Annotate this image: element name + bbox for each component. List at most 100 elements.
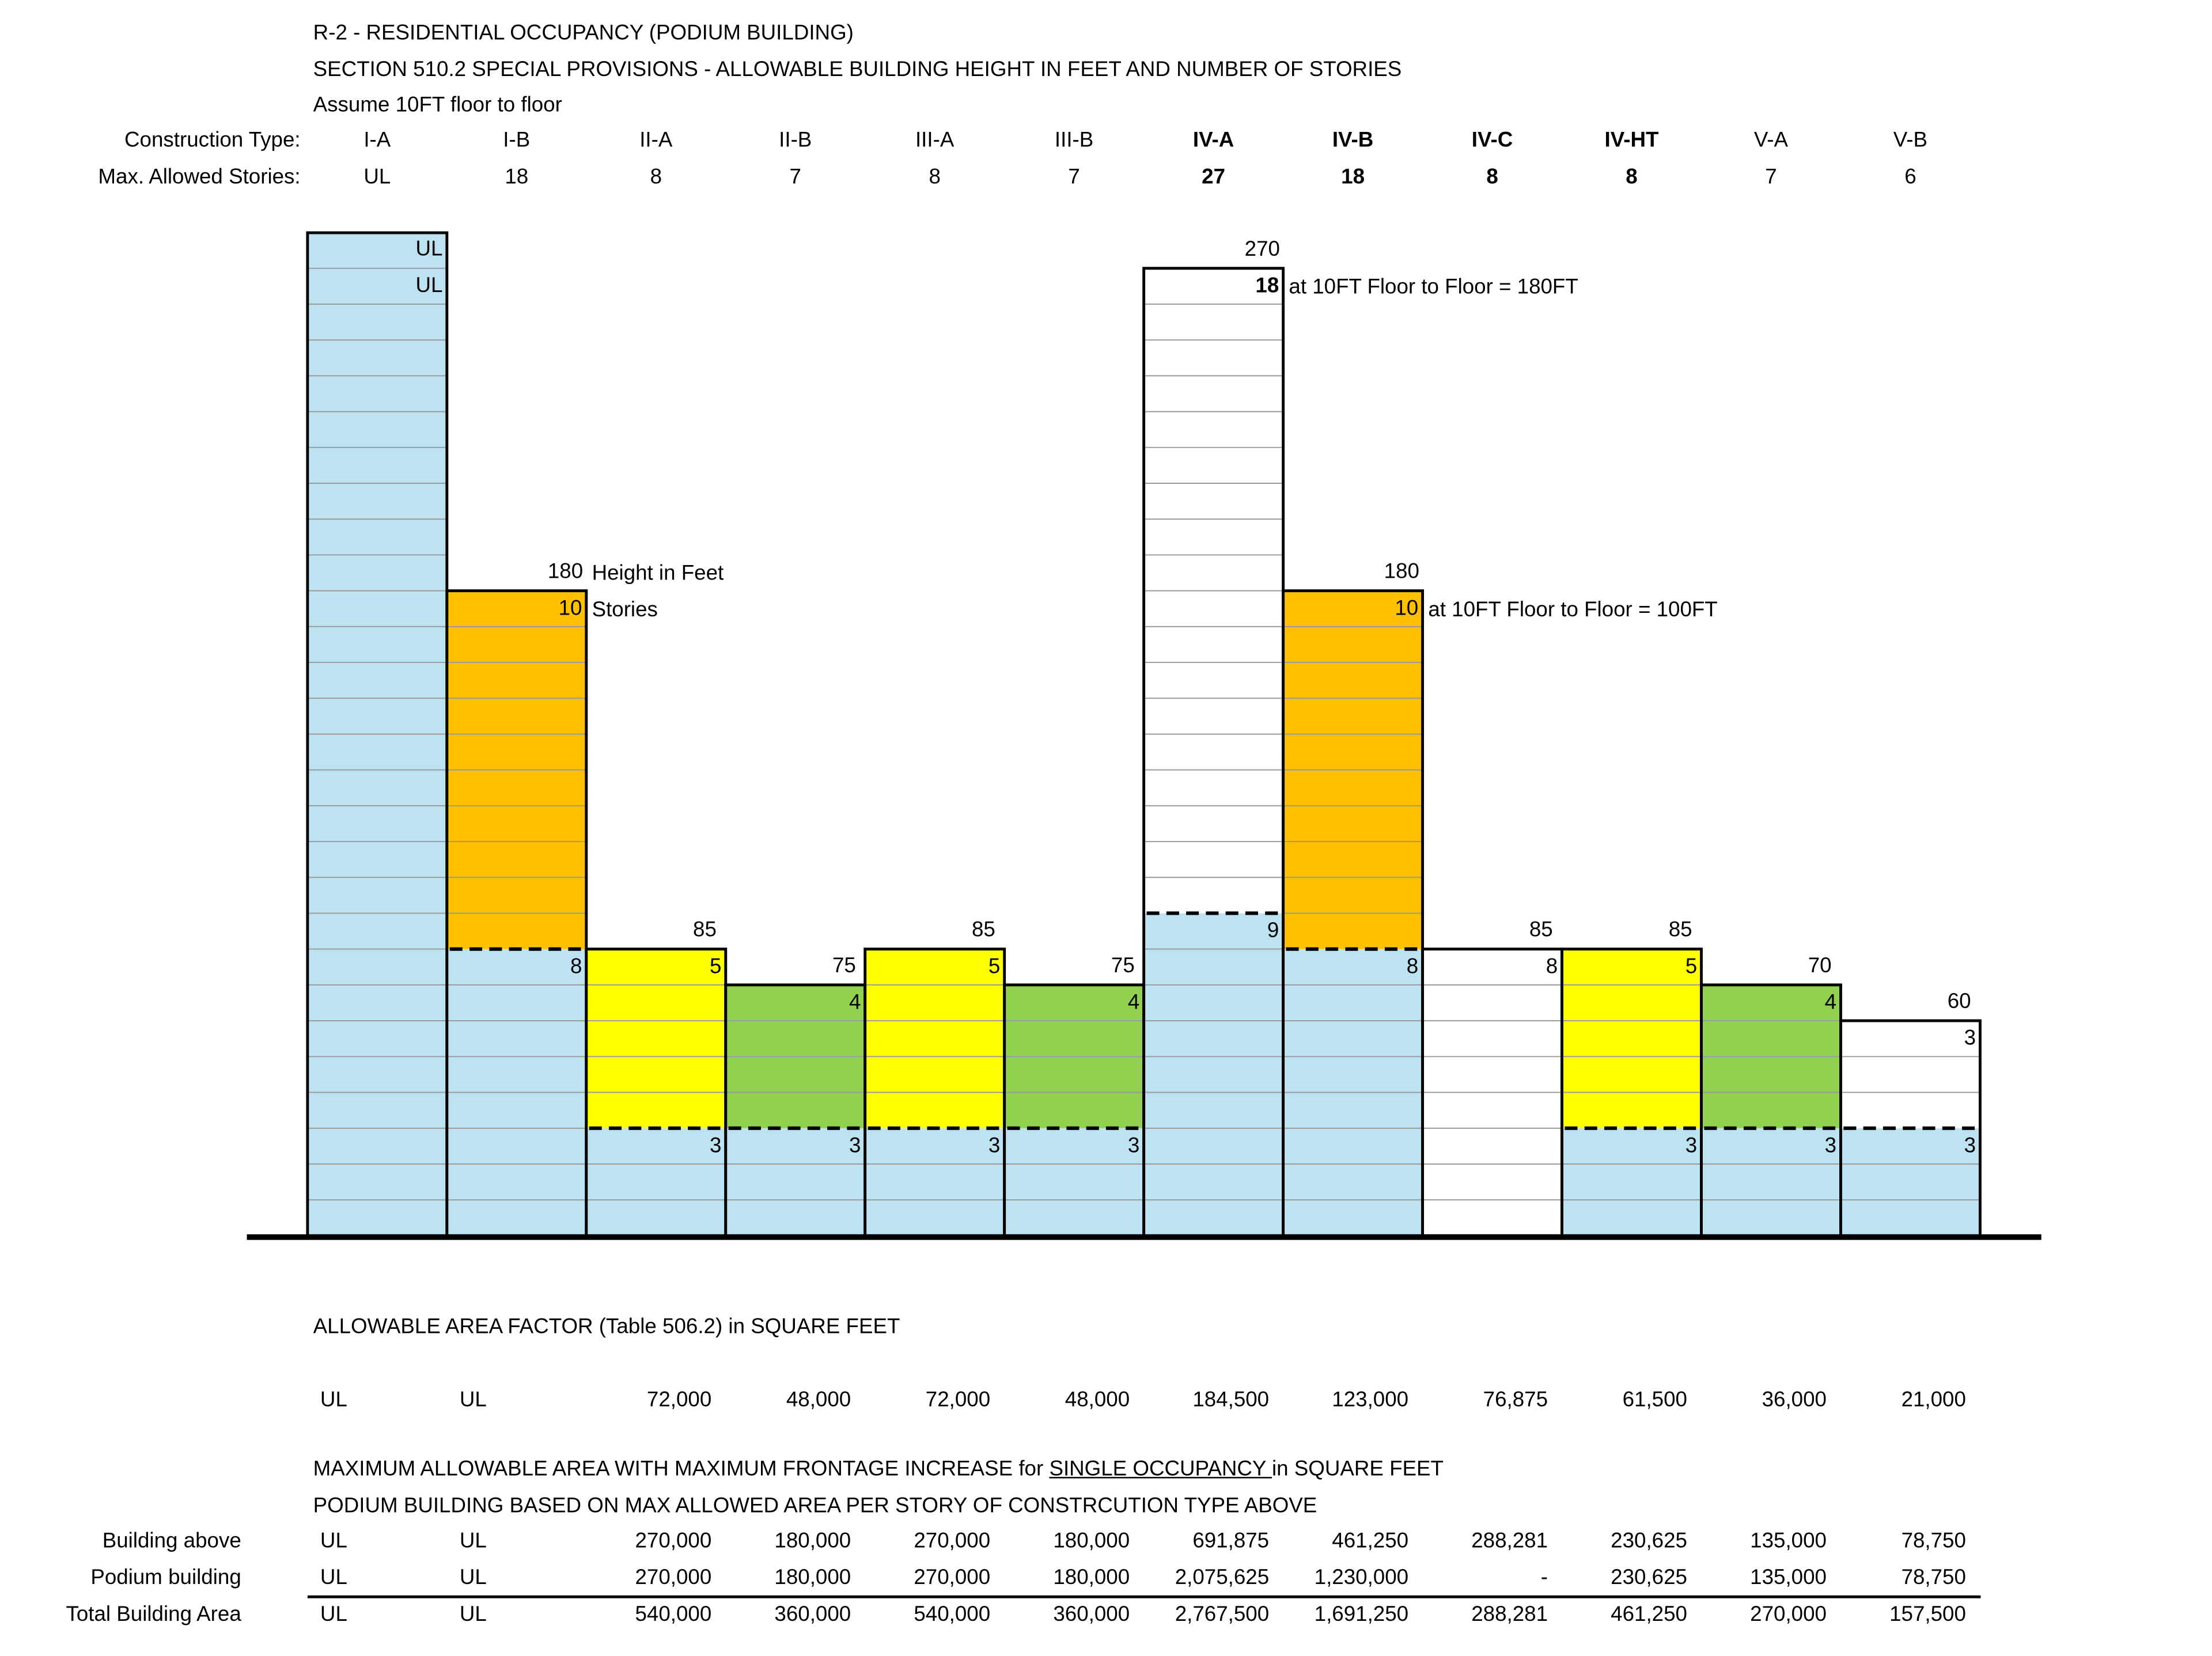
max-stories-i-b: 18 xyxy=(505,165,529,190)
area-factor-title: ALLOWABLE AREA FACTOR (Table 506.2) in S… xyxy=(313,1314,900,1339)
podium-building-v-a: 135,000 xyxy=(1750,1566,1827,1590)
height-label-ii-b: 75 xyxy=(832,953,856,977)
height-label-iv-a: 270 xyxy=(1245,237,1280,260)
area-factor-v-a: 36,000 xyxy=(1762,1388,1827,1412)
podium-label-ii-a: 3 xyxy=(710,1133,721,1157)
area-row-label: Building above xyxy=(102,1529,241,1553)
area-factor-iv-a: 184,500 xyxy=(1192,1388,1270,1412)
upper-bar-ii-a xyxy=(586,949,726,1128)
podium-label-v-a: 3 xyxy=(1825,1133,1836,1157)
total-building-area-iii-b: 360,000 xyxy=(1053,1602,1130,1627)
podium-building-iv-a: 2,075,625 xyxy=(1175,1566,1270,1590)
total-building-area-iv-ht: 461,250 xyxy=(1611,1602,1688,1627)
construction-type-ii-a: II-A xyxy=(639,128,673,153)
max-stories-iv-c: 8 xyxy=(1486,165,1498,190)
max-stories-v-b: 6 xyxy=(1904,165,1916,190)
height-label-ii-a: 85 xyxy=(693,918,717,941)
max-stories-iv-ht: 8 xyxy=(1626,165,1638,190)
construction-type-ii-b: II-B xyxy=(779,128,812,153)
total-building-area-i-a: UL xyxy=(320,1602,347,1627)
total-building-area-iv-a: 2,767,500 xyxy=(1175,1602,1270,1627)
height-label-i-a: UL xyxy=(416,236,443,260)
annotation-ivb-note: at 10FT Floor to Floor = 100FT xyxy=(1428,597,1717,621)
max-stories-iv-a: 27 xyxy=(1202,165,1226,190)
building-above-iii-b: 180,000 xyxy=(1053,1529,1130,1553)
podium-bar-iv-a xyxy=(1143,913,1283,1236)
total-building-area-ii-a: 540,000 xyxy=(635,1602,712,1627)
building-above-iv-b: 461,250 xyxy=(1332,1529,1409,1553)
podium-bar-iv-ht xyxy=(1562,1128,1702,1236)
stories-label-v-b: 3 xyxy=(1964,1026,1976,1049)
podium-label-iii-b: 3 xyxy=(1128,1133,1139,1157)
area-factor-i-a: UL xyxy=(320,1388,347,1412)
annotation-iva-note: at 10FT Floor to Floor = 180FT xyxy=(1289,274,1578,298)
construction-type-iii-b: III-B xyxy=(1054,128,1094,153)
construction-type-i-a: I-A xyxy=(363,128,391,153)
podium-bar-ii-a xyxy=(586,1128,726,1236)
area-factor-iv-c: 76,875 xyxy=(1483,1388,1548,1412)
podium-building-iv-ht: 230,625 xyxy=(1611,1566,1688,1590)
upper-bar-iii-a xyxy=(865,949,1005,1128)
building-above-iv-c: 288,281 xyxy=(1471,1529,1548,1553)
height-label-v-b: 60 xyxy=(1948,989,1971,1013)
area-factor-iv-ht: 61,500 xyxy=(1622,1388,1688,1412)
max-stories-iv-b: 18 xyxy=(1341,165,1365,190)
area-factor-v-b: 21,000 xyxy=(1901,1388,1966,1412)
stories-label-iii-b: 4 xyxy=(1128,990,1139,1014)
podium-building-iii-b: 180,000 xyxy=(1053,1566,1130,1590)
building-above-ii-a: 270,000 xyxy=(635,1529,712,1553)
height-label-iii-a: 85 xyxy=(972,918,995,941)
area-factor-iii-a: 72,000 xyxy=(925,1388,991,1412)
podium-bar-iii-a xyxy=(865,1128,1005,1236)
height-label-iii-b: 75 xyxy=(1111,953,1135,977)
max-area-subtitle: PODIUM BUILDING BASED ON MAX ALLOWED ARE… xyxy=(313,1494,1317,1518)
max-stories-iii-b: 7 xyxy=(1068,165,1080,190)
podium-building-iv-c: - xyxy=(1540,1566,1548,1590)
podium-bar-ii-b xyxy=(725,1128,865,1236)
construction-type-i-b: I-B xyxy=(503,128,531,153)
max-area-title-underlined: SINGLE OCCUPANCY xyxy=(1049,1457,1272,1481)
height-label-v-a: 70 xyxy=(1808,953,1832,977)
upper-bar-v-b xyxy=(1840,1021,1980,1128)
total-building-area-v-b: 157,500 xyxy=(1889,1602,1966,1627)
podium-bar-v-b xyxy=(1840,1128,1980,1236)
construction-type-iii-a: III-A xyxy=(915,128,955,153)
stories-label-iv-a: 18 xyxy=(1255,273,1279,297)
building-above-iii-a: 270,000 xyxy=(914,1529,991,1553)
stories-label-i-a: UL xyxy=(416,273,443,297)
area-factor-iii-b: 48,000 xyxy=(1065,1388,1130,1412)
building-above-i-a: UL xyxy=(320,1529,347,1553)
area-row-label: Total Building Area xyxy=(66,1602,241,1627)
max-area-title: MAXIMUM ALLOWABLE AREA WITH MAXIMUM FRON… xyxy=(313,1458,1444,1480)
area-factor-iv-b: 123,000 xyxy=(1332,1388,1409,1412)
podium-bar-iii-b xyxy=(1004,1128,1144,1236)
stories-label-ii-a: 5 xyxy=(710,954,721,977)
podium-building-iii-a: 270,000 xyxy=(914,1566,991,1590)
construction-type-v-b: V-B xyxy=(1893,128,1928,153)
max-stories-i-a: UL xyxy=(363,165,391,190)
max-stories-ii-b: 7 xyxy=(789,165,801,190)
stories-label-v-a: 4 xyxy=(1825,990,1836,1014)
max-area-title-prefix: MAXIMUM ALLOWABLE AREA WITH MAXIMUM FRON… xyxy=(313,1457,1050,1481)
total-building-area-ii-b: 360,000 xyxy=(774,1602,851,1627)
podium-label-iii-a: 3 xyxy=(988,1133,1000,1157)
construction-type-label: Construction Type: xyxy=(124,128,301,153)
area-factor-i-b: UL xyxy=(459,1388,487,1412)
max-stories-ii-a: 8 xyxy=(650,165,662,190)
max-stories-label: Max. Allowed Stories: xyxy=(98,165,301,190)
annotation-height-in-feet: Height in Feet xyxy=(592,561,724,585)
story-height-chart: ULUL180108855375438553754327018918010885… xyxy=(247,231,2041,1240)
max-area-title-suffix: in SQUARE FEET xyxy=(1271,1457,1444,1481)
sheet-title: R-2 - RESIDENTIAL OCCUPANCY (PODIUM BUIL… xyxy=(313,21,854,46)
building-above-v-a: 135,000 xyxy=(1750,1529,1827,1553)
total-building-area-iii-a: 540,000 xyxy=(914,1602,991,1627)
area-factor-ii-a: 72,000 xyxy=(646,1388,712,1412)
podium-bar-v-a xyxy=(1701,1128,1841,1236)
total-building-area-v-a: 270,000 xyxy=(1750,1602,1827,1627)
construction-type-iv-ht: IV-HT xyxy=(1604,128,1659,153)
stories-label-ii-b: 4 xyxy=(849,990,861,1014)
height-label-i-b: 180 xyxy=(548,559,583,583)
stories-label-iv-ht: 5 xyxy=(1685,954,1697,977)
stories-label-iv-b: 10 xyxy=(1395,596,1418,619)
podium-building-i-a: UL xyxy=(320,1566,347,1590)
